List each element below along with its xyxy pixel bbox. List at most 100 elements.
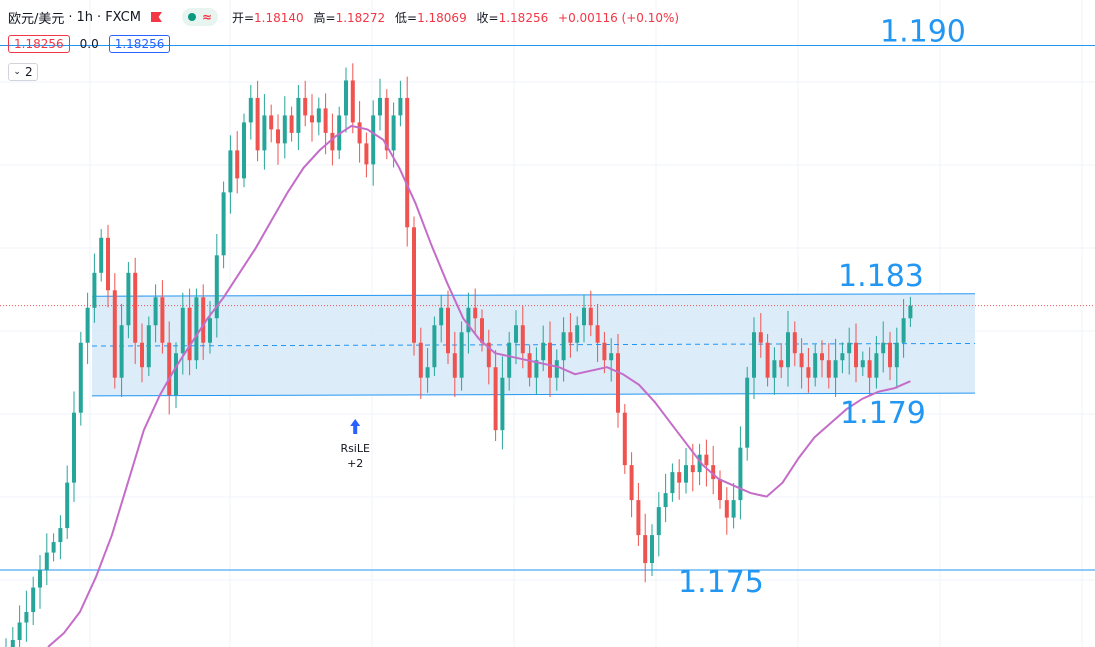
candle-body (507, 342, 512, 378)
candle (527, 344, 532, 387)
candle (99, 229, 104, 282)
candle-body (554, 360, 559, 378)
candle (833, 338, 838, 397)
candle-body (282, 115, 287, 144)
candle-body (799, 353, 804, 368)
candle (745, 366, 750, 461)
candle (629, 452, 634, 518)
candle (364, 132, 369, 178)
candle (738, 426, 743, 520)
candle (568, 313, 573, 358)
candle (554, 349, 559, 391)
candle (758, 313, 763, 358)
candle-body (323, 108, 328, 133)
candle-body (568, 332, 573, 343)
candle-body (167, 342, 172, 396)
candle-body (561, 332, 566, 361)
candle-body (344, 80, 348, 116)
candle (500, 356, 505, 450)
interval[interactable]: 1h (76, 9, 94, 25)
candle (663, 473, 668, 523)
symbol-name[interactable]: 欧元/美元 (8, 11, 65, 27)
candle (711, 445, 716, 495)
candle (412, 216, 416, 356)
candle-body (303, 97, 308, 116)
candle-body (459, 332, 464, 378)
candle-body (106, 237, 110, 291)
market-open-dot-icon (187, 13, 196, 21)
candle-body (595, 325, 600, 343)
range-lower-line[interactable] (91, 392, 976, 397)
symbol-legend: 欧元/美元 · 1h · FXCM ≈ 开=1.18140 高=1.18272 … (8, 6, 685, 28)
high-label: 高= (313, 10, 336, 25)
candle-body (228, 150, 233, 193)
candle-body (85, 307, 90, 343)
candle-body (255, 97, 260, 151)
candle-body (357, 122, 362, 144)
candle (643, 513, 648, 583)
candle-body (677, 472, 682, 483)
candle-body (316, 108, 321, 123)
indicator-count: 2 (24, 65, 33, 79)
candle-body (330, 132, 335, 151)
candle (908, 296, 913, 327)
candle (881, 321, 886, 373)
candle (609, 338, 614, 382)
ask-button[interactable]: 1.18256 (108, 35, 171, 53)
candle-body (792, 332, 797, 354)
candle-body (881, 342, 886, 354)
flag-icon[interactable] (150, 12, 162, 22)
candle-body (78, 342, 83, 413)
candle-body (51, 542, 56, 553)
candle (112, 273, 117, 389)
candle (38, 555, 42, 609)
candle (174, 342, 178, 409)
candle (820, 340, 824, 378)
wave-icon: ≈ (201, 10, 212, 24)
candle (357, 101, 362, 163)
candle (316, 97, 321, 136)
candle (588, 290, 593, 337)
candle (656, 492, 661, 557)
candle (779, 343, 784, 379)
candle-body (575, 325, 580, 343)
candle-body (310, 115, 314, 123)
candle (650, 524, 654, 577)
candle-body (541, 342, 546, 361)
candle (92, 253, 97, 323)
indicators-toggle[interactable]: ⌄ 2 (8, 63, 38, 81)
candle-body (650, 535, 654, 564)
candle (24, 590, 29, 642)
candle-body (711, 465, 716, 480)
candle-body (690, 465, 695, 473)
candle (595, 303, 600, 362)
candle-body (194, 297, 199, 361)
candle (303, 80, 308, 127)
range-upper-line[interactable] (91, 293, 976, 297)
candle (486, 329, 491, 385)
candle-body (684, 465, 688, 483)
candle (153, 284, 158, 343)
rsile-signal[interactable]: RsiLE +2 (340, 419, 370, 470)
low-value: 1.18069 (417, 10, 467, 25)
candle-body (235, 150, 240, 179)
candle-body (112, 290, 117, 378)
range-lower-label: 1.179 (840, 396, 926, 431)
candle-body (643, 535, 648, 564)
candle-body (656, 507, 661, 536)
candle (446, 290, 450, 365)
candle-body (670, 472, 675, 494)
candle (146, 316, 151, 376)
candle-body (534, 360, 539, 378)
candle-body (894, 342, 899, 368)
candle (10, 627, 15, 647)
market-status-pill[interactable]: ≈ (181, 8, 218, 26)
candle (520, 306, 525, 369)
candle-body (10, 640, 15, 647)
candle-body (901, 318, 906, 343)
candle-body (840, 353, 845, 361)
candle-body (874, 353, 879, 378)
bid-button[interactable]: 1.18256 (8, 35, 70, 53)
candle (418, 327, 423, 400)
